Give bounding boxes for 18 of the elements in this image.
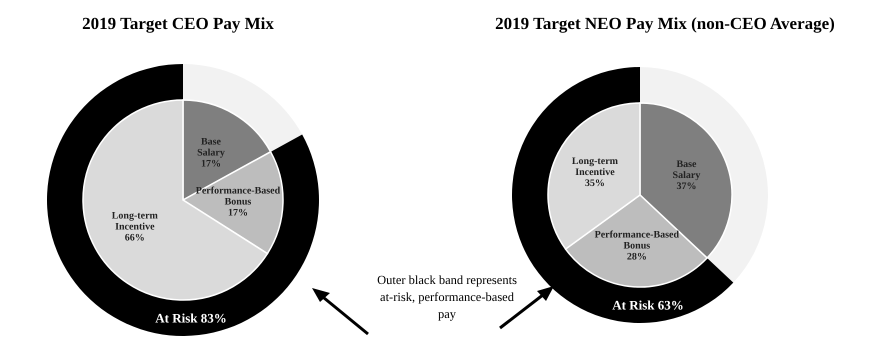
slice-label: At Risk 63% <box>612 298 684 312</box>
donut-slice <box>47 64 319 336</box>
data-label: 28% <box>626 251 647 262</box>
slice-label: At Risk 83% <box>155 310 227 326</box>
data-label: 66% <box>124 232 145 243</box>
data-label: 35% <box>584 178 605 189</box>
text: Outer black band represents at-risk, performance-based pay <box>377 272 517 323</box>
chart-title: 2019 Target NEO Pay Mix (non-CEO Average) <box>494 14 836 34</box>
chart-title: 2019 Target CEO Pay Mix <box>81 14 275 34</box>
slice-label: Long-term Incentive <box>112 210 159 232</box>
slice-label: Performance-Based Bonus <box>594 229 680 251</box>
slice-label: Long-term Incentive <box>572 156 619 178</box>
data-label: 17% <box>200 158 221 170</box>
slice-label: Performance-Based Bonus <box>196 185 281 208</box>
slice-label: Base Salary <box>672 158 700 180</box>
data-label: 17% <box>228 207 248 218</box>
slice-label: Base Salary <box>197 136 225 158</box>
data-label: 37% <box>676 180 696 192</box>
